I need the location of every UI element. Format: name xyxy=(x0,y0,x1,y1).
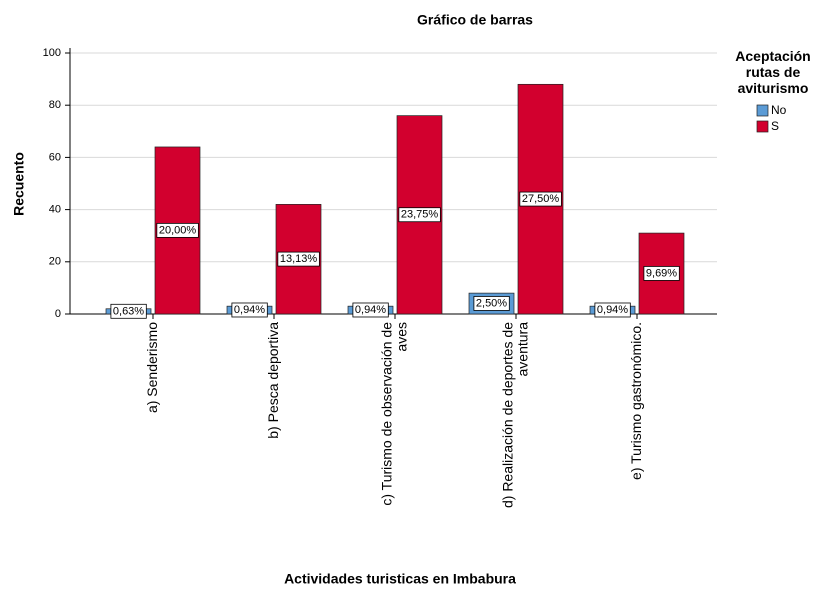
x-tick-label: d) Realización de deportes deaventura xyxy=(499,322,530,508)
y-tick-label: 60 xyxy=(49,151,61,163)
value-label-text: 0,94% xyxy=(355,304,386,316)
y-tick-label: 40 xyxy=(49,204,61,216)
y-tick-label: 100 xyxy=(43,47,61,59)
value-label-text: 0,94% xyxy=(597,304,628,316)
x-axis-title: Actividades turisticas en Imbabura xyxy=(284,571,516,587)
value-label: 9,69% xyxy=(643,266,680,281)
value-label-box xyxy=(643,266,680,281)
value-label-box xyxy=(519,191,562,207)
value-label: 0,94% xyxy=(352,302,389,318)
value-label: 13,13% xyxy=(277,251,320,267)
value-label: 23,75% xyxy=(398,207,441,223)
y-tick-label: 80 xyxy=(49,99,61,111)
value-label-box xyxy=(110,303,147,319)
value-label: 2,50% xyxy=(473,296,510,311)
value-label-text: 9,69% xyxy=(646,267,677,279)
value-label-box xyxy=(156,222,199,238)
chart-title: Gráfico de barras xyxy=(417,12,533,28)
legend-swatch xyxy=(756,120,769,133)
x-tick-label: c) Turismo de observación deaves xyxy=(378,322,409,506)
x-tick-label: b) Pesca deportiva xyxy=(265,322,281,439)
value-label-box xyxy=(473,296,510,311)
x-tick-label: e) Turismo gastronómico. xyxy=(628,322,644,480)
legend-title: Aceptación rutas de aviturismo xyxy=(735,48,810,96)
value-label-box xyxy=(231,302,268,318)
value-label: 0,63% xyxy=(110,303,147,319)
value-label-text: 13,13% xyxy=(280,253,318,265)
value-label-box xyxy=(398,207,441,223)
value-label-text: 0,94% xyxy=(234,304,265,316)
value-label: 0,94% xyxy=(231,302,268,318)
value-label-text: 2,50% xyxy=(476,297,507,309)
legend-swatch xyxy=(756,104,769,117)
value-label-box xyxy=(277,251,320,267)
value-label-text: 27,50% xyxy=(522,193,560,205)
legend-label: S xyxy=(771,119,779,133)
value-label: 20,00% xyxy=(156,222,199,238)
value-label: 27,50% xyxy=(519,191,562,207)
y-axis-title: Recuento xyxy=(11,152,27,216)
value-label-box xyxy=(594,302,631,318)
y-tick-label: 20 xyxy=(49,256,61,268)
value-label-box xyxy=(352,302,389,318)
value-label-text: 23,75% xyxy=(401,209,439,221)
legend-label: No xyxy=(771,103,787,117)
x-tick-label: a) Senderismo xyxy=(144,322,160,413)
value-label-text: 20,00% xyxy=(159,224,197,236)
y-tick-label: 0 xyxy=(55,308,61,320)
value-label-text: 0,63% xyxy=(113,305,144,317)
value-label: 0,94% xyxy=(594,302,631,318)
